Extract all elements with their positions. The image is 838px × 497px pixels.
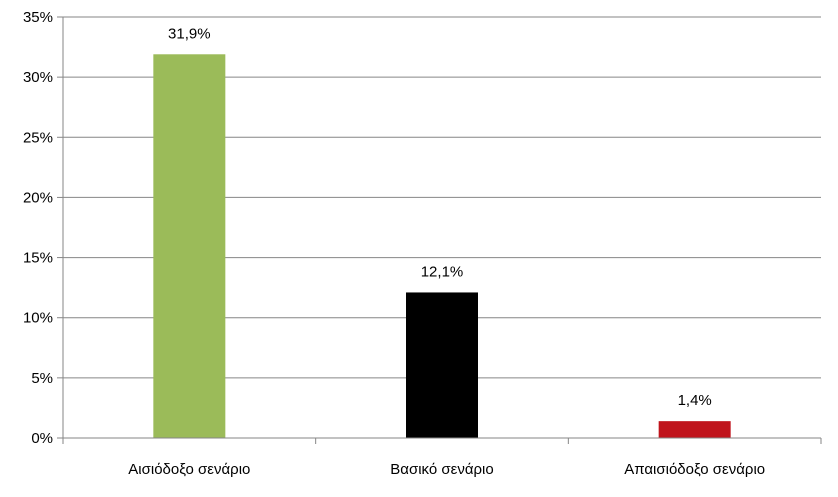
y-tick-label: 25% [23, 129, 53, 146]
axes [57, 16, 822, 444]
labels: 0% 5% 10% 15% 20% 25% 30% 35% 31,9% Αισιόδοξο σεν… [23, 9, 765, 478]
y-tick-label: 20% [23, 189, 53, 206]
bar-2 [406, 292, 478, 438]
y-tick-label: 35% [23, 9, 53, 26]
y-tick-label: 0% [31, 430, 53, 447]
bar-1 [153, 54, 226, 438]
x-category-label: Απαισιόδοξο σενάριο [624, 461, 765, 478]
data-label: 1,4% [678, 392, 712, 409]
y-tick-label: 30% [23, 69, 53, 86]
x-category-label: Αισιόδοξο σενάριο [128, 461, 250, 478]
bar-3 [658, 421, 731, 438]
x-category-label: Βασικό σενάριο [390, 461, 493, 478]
bars [153, 54, 731, 438]
y-tick-label: 5% [31, 370, 53, 387]
data-label: 12,1% [421, 263, 464, 280]
y-tick-label: 15% [23, 250, 53, 267]
data-label: 31,9% [168, 25, 211, 42]
y-tick-label: 10% [23, 310, 53, 327]
